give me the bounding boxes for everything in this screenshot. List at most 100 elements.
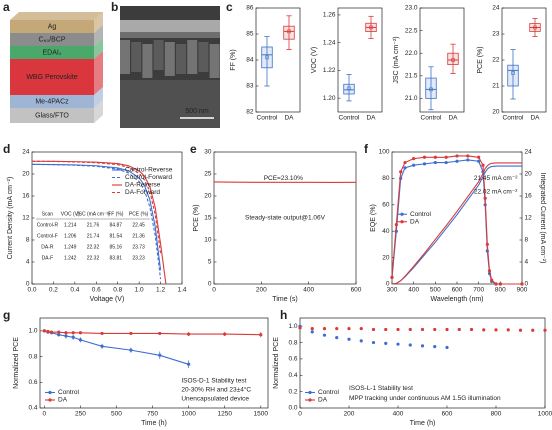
y-tick-label: 20	[22, 171, 30, 178]
stack-top	[10, 12, 103, 20]
y-tick-label: 1.24	[323, 39, 336, 46]
legend-marker	[400, 220, 404, 224]
marker	[403, 166, 407, 170]
y2-tick-label: 0	[525, 281, 529, 288]
x-tick-label: 600	[442, 411, 453, 418]
sem-grain	[209, 44, 220, 78]
x-tick-label: 800	[491, 411, 502, 418]
y-tick-label: 0	[26, 281, 30, 288]
marker	[384, 327, 388, 332]
y-tick-label: 0.4	[28, 405, 37, 412]
marker	[347, 337, 351, 341]
x-tick-label: 1250	[217, 411, 232, 418]
sem-grain	[142, 44, 153, 78]
table-cell: 83.81	[110, 255, 123, 261]
table-cell: 22.32	[87, 244, 100, 250]
marker	[531, 328, 535, 332]
marker	[445, 327, 449, 332]
mean	[451, 58, 455, 62]
y-tick-label: 1.26	[323, 12, 336, 19]
scale-bar-label: 500 nm	[185, 108, 209, 115]
x-tick-label: Control	[257, 115, 279, 122]
legend-label: Control	[318, 389, 340, 396]
series-line	[31, 163, 162, 280]
y-axis-label: PCE (%)	[193, 204, 200, 231]
marker	[494, 282, 498, 286]
sem-grain	[131, 42, 142, 72]
y-tick-label: 0.0	[288, 405, 297, 412]
y-tick-label: 1.0	[288, 323, 297, 330]
y-tick-label: 22	[492, 57, 500, 64]
marker	[347, 327, 351, 331]
layer	[10, 46, 94, 59]
marker	[46, 329, 50, 334]
marker	[399, 170, 403, 174]
layer-side	[94, 25, 103, 46]
marker	[433, 327, 437, 332]
x-tick-label: 400	[393, 411, 404, 418]
y-tick-label: 23.0	[405, 5, 418, 12]
plot-frame	[419, 7, 465, 113]
marker	[445, 345, 449, 350]
marker	[384, 341, 388, 345]
table-cell: 81.54	[110, 233, 123, 239]
marker	[298, 326, 302, 330]
y-tick-label: 24	[492, 5, 500, 12]
marker	[322, 327, 327, 331]
marker	[444, 160, 448, 165]
layer	[10, 20, 94, 33]
y2-tick-label: 4	[525, 259, 529, 266]
table-cell: 21.76	[87, 222, 100, 228]
annotation: PCE=23.10%	[264, 175, 303, 182]
layer-side	[94, 87, 103, 108]
layer	[10, 108, 94, 123]
table-header: VOC (V)	[61, 211, 80, 217]
y2-tick-label: 24	[525, 149, 533, 156]
marker	[371, 327, 376, 332]
panel-label: d	[3, 142, 10, 156]
marker	[408, 343, 412, 347]
panel-label: e	[190, 142, 197, 156]
marker	[506, 328, 510, 332]
x-tick-label: 800	[495, 287, 506, 294]
y-tick-label: 40	[382, 228, 390, 235]
annotation: Steady-state output@1.06V	[245, 215, 326, 222]
y-axis-label: Normalized PCE	[273, 337, 280, 389]
legend-label: DA	[410, 218, 420, 225]
table-cell: 85.16	[110, 244, 123, 250]
marker	[187, 362, 191, 366]
y-tick-label: 60	[382, 202, 390, 209]
x-tick-label: 500	[430, 287, 441, 294]
panel-label: h	[280, 308, 287, 322]
marker	[335, 336, 339, 340]
y-axis-label: EQE (%)	[370, 204, 377, 232]
table-cell: 21.74	[87, 233, 100, 239]
x-tick-label: 400	[303, 287, 314, 294]
x-tick-label: 0.4	[70, 287, 79, 294]
marker	[335, 327, 339, 331]
y-tick-label: 4	[26, 259, 30, 266]
x-tick-label: 900	[517, 287, 528, 294]
y-tick-label: 22.0	[405, 50, 418, 57]
y-tick-label: 82	[246, 109, 254, 116]
annotation: ISOS-D-1 Stability test	[181, 378, 246, 385]
x-tick-label: 1000	[538, 411, 552, 418]
marker	[322, 333, 327, 337]
x-tick-label: DA	[530, 115, 540, 122]
y-axis-label: FF (%)	[230, 49, 237, 70]
marker	[483, 196, 487, 200]
panel-label: f	[364, 142, 369, 156]
x-axis-label: Voltage (V)	[90, 296, 125, 303]
sem-electrode	[120, 20, 220, 32]
table-cell: 23.23	[132, 255, 145, 261]
layer	[10, 33, 94, 46]
legend-marker	[308, 398, 312, 402]
y-tick-label: 12	[22, 215, 30, 222]
y-tick-label: 100	[379, 149, 390, 156]
marker	[42, 329, 46, 333]
marker	[310, 327, 314, 331]
y-tick-label: 0	[386, 281, 390, 288]
marker	[396, 342, 400, 346]
marker	[64, 334, 68, 338]
plot-frame	[299, 317, 546, 409]
